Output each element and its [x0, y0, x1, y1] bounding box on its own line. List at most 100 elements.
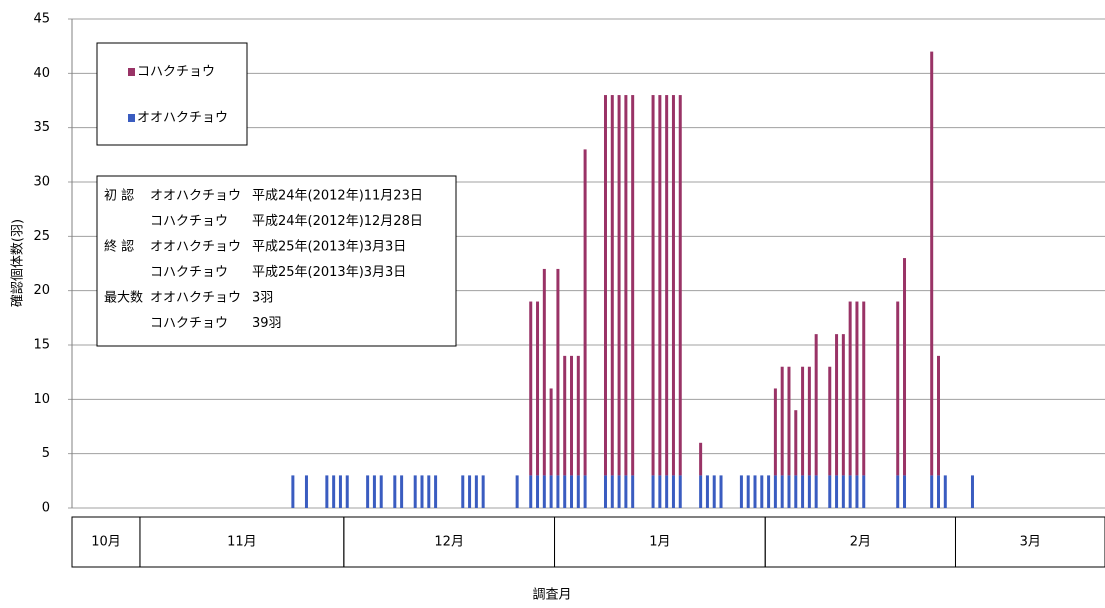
bar-segment: [529, 475, 533, 508]
bar-segment: [773, 388, 777, 476]
annotation-value: 39羽: [252, 316, 282, 331]
bar-segment: [835, 475, 839, 508]
bar-segment: [631, 475, 635, 508]
bar-segment: [848, 301, 852, 476]
bar-segment: [943, 475, 947, 508]
bar-segment: [903, 475, 907, 508]
bar-segment: [400, 475, 404, 508]
x-axis-label: 調査月: [532, 588, 571, 603]
bar-segment: [536, 475, 540, 508]
bar-segment: [549, 388, 553, 476]
bar-segment: [481, 475, 485, 508]
legend-box: [96, 42, 248, 146]
bar-segment: [345, 475, 349, 508]
bar-segment: [515, 475, 519, 508]
bar-segment: [862, 301, 866, 476]
bar-segment: [794, 410, 798, 476]
bar-segment: [651, 95, 655, 476]
bar-segment: [896, 301, 900, 476]
legend-label: コハクチョウ: [137, 65, 215, 80]
bar-segment: [773, 475, 777, 508]
bar-segment: [610, 475, 614, 508]
bar-segment: [624, 475, 628, 508]
bar-segment: [617, 95, 621, 476]
bar-segment: [855, 475, 859, 508]
bar-segment: [767, 475, 771, 508]
annotation-label: 最大数: [104, 291, 143, 306]
bar-segment: [855, 301, 859, 476]
bar-segment: [658, 95, 662, 476]
bar-segment: [583, 475, 587, 508]
month-label: 1月: [649, 535, 670, 550]
bar-segment: [936, 475, 940, 508]
annotation-species: コハクチョウ: [150, 214, 228, 229]
legend-marker: [128, 68, 135, 76]
month-label: 12月: [434, 535, 464, 550]
bar-segment: [665, 95, 669, 476]
bar-segment: [570, 475, 574, 508]
bar-segment: [536, 301, 540, 476]
bar-segment: [291, 475, 295, 508]
bar-segment: [610, 95, 614, 476]
bar-segment: [787, 475, 791, 508]
y-axis-label: 確認個体数(羽): [10, 219, 26, 307]
annotation-species: コハクチョウ: [150, 316, 228, 331]
annotation-value: 3羽: [252, 291, 273, 306]
y-tick-label: 35: [33, 120, 50, 135]
bar-segment: [807, 475, 811, 508]
bar-segment: [461, 475, 465, 508]
bar-segment: [556, 268, 560, 476]
bar-segment: [807, 366, 811, 476]
bar-segment: [828, 475, 832, 508]
bar-segment: [393, 475, 397, 508]
bar-segment: [760, 475, 764, 508]
y-tick-label: 40: [33, 66, 50, 81]
legend-marker: [128, 114, 135, 122]
bar-segment: [841, 334, 845, 476]
bar-segment: [372, 475, 376, 508]
bar-segment: [570, 355, 574, 476]
annotation-label: 初 認: [104, 188, 134, 204]
bar-segment: [678, 95, 682, 476]
bar-segment: [563, 355, 567, 476]
bar-segment: [338, 475, 342, 508]
y-tick-label: 30: [33, 175, 50, 190]
month-label: 2月: [850, 535, 871, 550]
bar-segment: [746, 475, 750, 508]
bar-segment: [617, 475, 621, 508]
bar-segment: [936, 355, 940, 476]
bar-segment: [427, 475, 431, 508]
y-tick-label: 0: [42, 501, 50, 516]
bar-segment: [678, 475, 682, 508]
bar-segment: [576, 355, 580, 476]
bar-segment: [549, 475, 553, 508]
annotation-value: 平成24年(2012年)11月23日: [252, 189, 423, 204]
bar-segment: [651, 475, 655, 508]
annotation-species: オオハクチョウ: [150, 189, 241, 204]
bar-segment: [896, 475, 900, 508]
bar-segment: [304, 475, 308, 508]
bar-segment: [903, 258, 907, 476]
bar-segment: [780, 366, 784, 476]
bar-segment: [563, 475, 567, 508]
bar-segment: [529, 301, 533, 476]
annotation-box: [96, 175, 457, 347]
bar-segment: [699, 475, 703, 508]
bar-segment: [970, 475, 974, 508]
annotation-species: オオハクチョウ: [150, 240, 241, 255]
month-label: 11月: [227, 535, 257, 550]
bar-segment: [434, 475, 438, 508]
bar-segment: [862, 475, 866, 508]
bar-segment: [624, 95, 628, 476]
bar-segment: [794, 475, 798, 508]
month-label: 3月: [1020, 535, 1041, 550]
bar-segment: [631, 95, 635, 476]
legend-label: オオハクチョウ: [137, 111, 228, 126]
annotation-species: コハクチョウ: [150, 265, 228, 280]
bar-segment: [930, 51, 934, 476]
annotation-value: 平成25年(2013年)3月3日: [252, 240, 406, 255]
bar-segment: [712, 475, 716, 508]
bar-segment: [705, 475, 709, 508]
bar-segment: [930, 475, 934, 508]
